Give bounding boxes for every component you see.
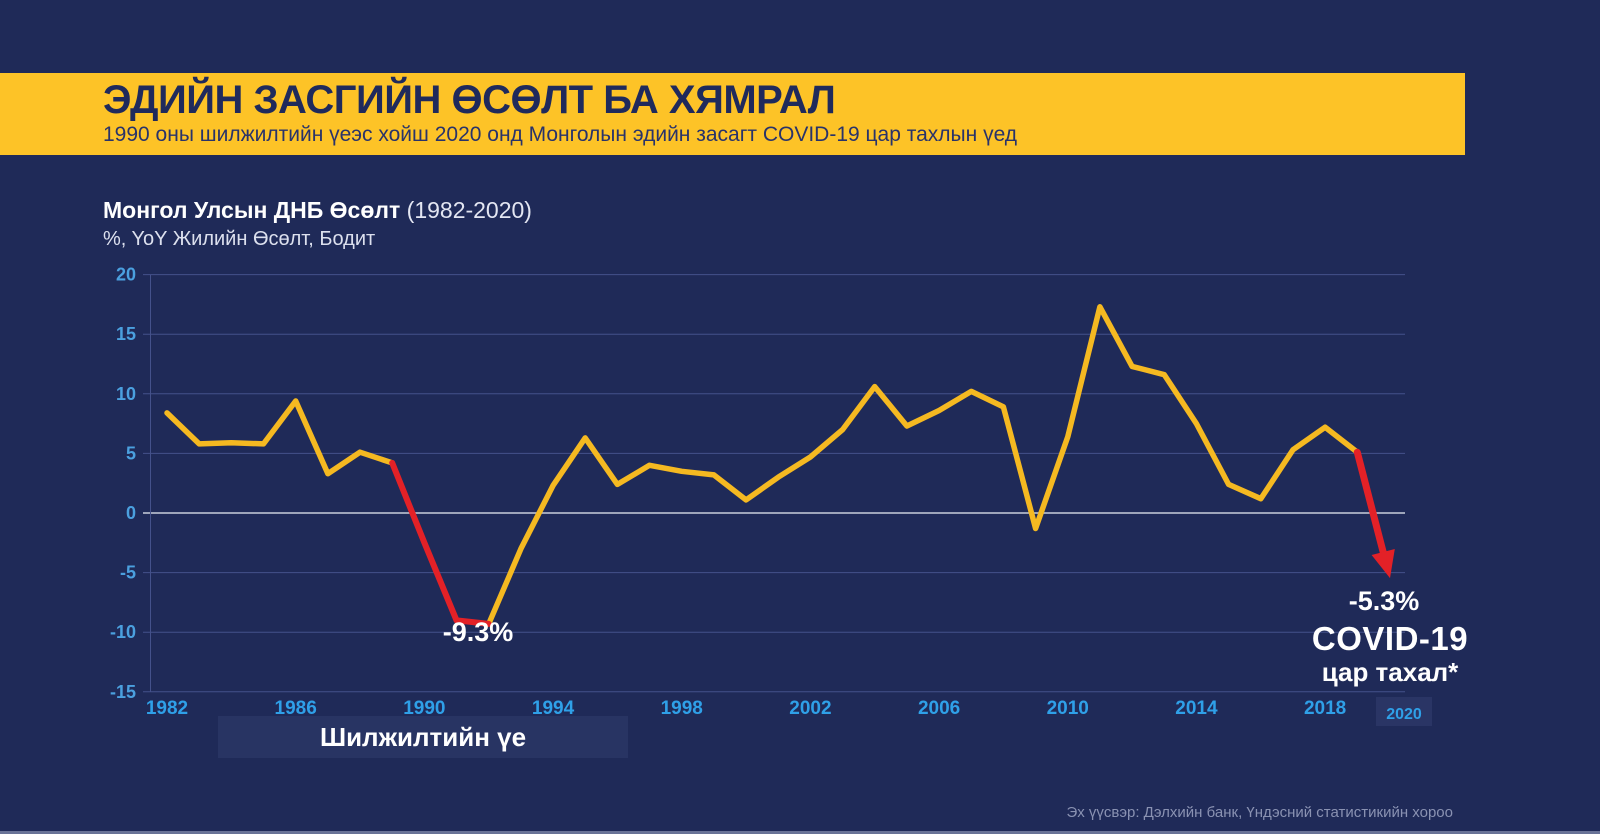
y-tick-label-10: 10 <box>116 384 136 404</box>
page-subtitle: 1990 оны шилжилтийн үеэс хойш 2020 онд М… <box>103 123 1018 146</box>
source-credit: Эх үүсвэр: Дэлхийн банк, Үндэсний статис… <box>1066 804 1453 821</box>
transition-period-label: Шилжилтийн үе <box>319 721 527 752</box>
chart-heading: Монгол Улсын ДНБ Өсөлт (1982-2020) %, Yo… <box>103 197 532 251</box>
x-tick-2020-box <box>1376 697 1432 726</box>
header-band: ЭДИЙН ЗАСГИЙН ӨСӨЛТ БА ХЯМРАЛ 1990 оны ш… <box>0 73 1465 155</box>
y-tick-label--15: -15 <box>110 682 136 702</box>
chart-units-label: %, YoY Жилийн Өсөлт, Бодит <box>103 228 376 250</box>
gdp-line-1992-2019 <box>485 304 1361 627</box>
y-tick-label-15: 15 <box>116 324 136 344</box>
x-tick-label-1990: 1990 <box>403 698 445 719</box>
annotation-covid-title: COVID-19 <box>1311 620 1469 657</box>
page-title: ЭДИЙН ЗАСГИЙН ӨСӨЛТ БА ХЯМРАЛ <box>103 78 836 122</box>
x-tick-label-2018: 2018 <box>1304 698 1346 719</box>
chart-title-range: (1982-2020) <box>406 197 532 223</box>
covid-arrow-head <box>1371 549 1395 579</box>
covid-arrow-line <box>1353 448 1389 563</box>
x-tick-label-2014: 2014 <box>1175 698 1218 719</box>
x-tick-label-2010: 2010 <box>1047 698 1089 719</box>
bottom-edge-line <box>0 831 1600 834</box>
annotation-crisis-1992: -9.3% <box>442 617 514 647</box>
x-tick-label-1986: 1986 <box>275 698 317 719</box>
y-tick-label-5: 5 <box>126 443 136 463</box>
x-tick-label-1982: 1982 <box>146 698 188 719</box>
chart-title: Монгол Улсын ДНБ Өсөлт (1982-2020) <box>103 197 532 223</box>
chart-title-main: Монгол Улсын ДНБ Өсөлт <box>103 197 401 223</box>
crisis-line-1989-1992 <box>389 459 492 627</box>
x-tick-label-2002: 2002 <box>789 698 831 719</box>
x-tick-label-1994: 1994 <box>532 698 575 719</box>
x-tick-label-1998: 1998 <box>661 698 703 719</box>
x-tick-label-2020: 2020 <box>1386 706 1422 723</box>
y-tick-label--5: -5 <box>120 563 136 583</box>
y-tick-label--10: -10 <box>110 622 136 642</box>
gdp-line-1982-1989 <box>164 398 395 477</box>
x-tick-label-2006: 2006 <box>918 698 960 719</box>
y-tick-label-20: 20 <box>116 265 136 285</box>
y-tick-label-0: 0 <box>126 503 136 523</box>
annotation-covid-value: -5.3% <box>1348 586 1420 616</box>
annotation-covid-subtitle: цар тахал* <box>1321 657 1459 687</box>
transition-period-box: Шилжилтийн үе <box>218 716 628 758</box>
